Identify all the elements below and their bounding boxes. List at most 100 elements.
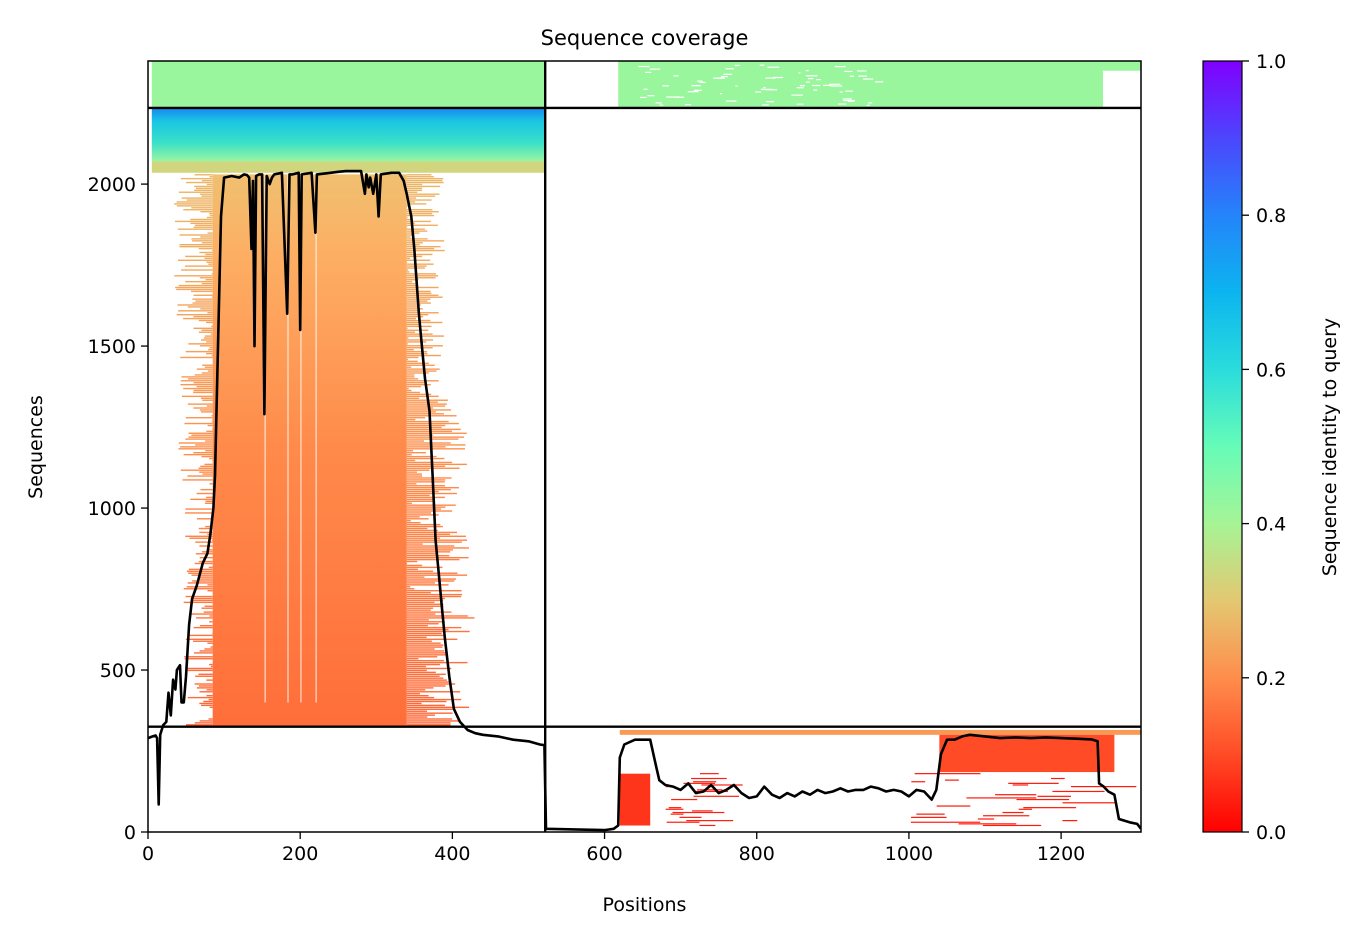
sequence-stripe xyxy=(406,628,449,631)
sequence-stripe xyxy=(406,263,434,265)
sequence-stripe xyxy=(406,286,439,289)
identity-block xyxy=(151,161,546,173)
sequence-stripe xyxy=(204,366,213,368)
sequence-stripe xyxy=(185,595,213,598)
alignment-gap xyxy=(845,90,853,92)
sequence-stripe xyxy=(1062,802,1116,804)
sequence-stripe xyxy=(406,364,435,366)
sequence-stripe xyxy=(406,685,446,687)
sequence-stripe xyxy=(209,457,213,460)
sequence-stripe xyxy=(406,541,462,543)
sequence-stripe xyxy=(203,337,213,339)
sequence-stripe xyxy=(188,634,213,637)
sequence-stripe xyxy=(183,601,213,604)
sequence-stripe xyxy=(199,578,213,580)
sequence-stripe xyxy=(406,236,411,238)
sequence-stripe xyxy=(198,576,213,578)
sequence-stripe xyxy=(406,181,444,184)
identity-block xyxy=(619,773,651,826)
sequence-stripe xyxy=(406,195,436,197)
sequence-stripe xyxy=(406,249,445,252)
sequence-stripe xyxy=(406,294,439,296)
sequence-stripe xyxy=(406,312,439,314)
sequence-stripe xyxy=(406,459,416,462)
sequence-stripe xyxy=(204,502,213,504)
alignment-gap xyxy=(823,84,831,86)
sequence-stripe xyxy=(209,212,213,215)
sequence-stripe xyxy=(406,494,430,497)
sequence-stripe xyxy=(406,706,470,709)
identity-block xyxy=(939,734,1115,773)
alignment-gap xyxy=(763,87,766,89)
alignment-gap xyxy=(264,174,266,703)
sequence-stripe xyxy=(406,576,425,578)
sequence-stripe xyxy=(406,434,434,436)
alignment-gap xyxy=(806,81,810,83)
sequence-stripe xyxy=(191,238,213,240)
sequence-stripe xyxy=(406,689,426,691)
sequence-stripe xyxy=(406,506,446,508)
sequence-stripe xyxy=(190,290,213,293)
sequence-stripe xyxy=(209,663,213,666)
sequence-stripe xyxy=(180,380,213,382)
sequence-stripe xyxy=(406,634,446,637)
sequence-stripe xyxy=(406,658,419,660)
sequence-stripe xyxy=(406,191,418,193)
sequence-stripe xyxy=(406,558,460,561)
sequence-stripe xyxy=(406,323,419,326)
sequence-stripe xyxy=(198,467,213,469)
plot-frame xyxy=(147,60,1142,833)
sequence-stripe xyxy=(406,317,416,320)
alignment-gap xyxy=(807,75,818,77)
alignment-gap xyxy=(847,100,855,102)
sequence-stripe xyxy=(192,298,213,300)
sequence-stripe xyxy=(958,823,1017,825)
sequence-stripe xyxy=(697,789,723,791)
x-tick-label: 600 xyxy=(586,843,622,865)
sequence-stripe xyxy=(185,638,213,641)
sequence-stripe xyxy=(406,189,423,192)
sequence-stripe xyxy=(406,403,447,405)
sequence-stripe xyxy=(406,420,449,423)
sequence-stripe xyxy=(406,545,455,547)
sequence-stripe xyxy=(406,714,435,716)
sequence-stripe xyxy=(406,380,439,382)
sequence-stripe xyxy=(193,294,213,296)
sequence-stripe xyxy=(406,555,450,557)
sequence-stripe xyxy=(406,387,409,390)
sequence-stripe xyxy=(406,574,468,576)
alignment-gap xyxy=(723,73,732,75)
sequence-stripe xyxy=(195,300,213,302)
sequence-stripe xyxy=(406,661,468,664)
alignment-gap xyxy=(649,68,661,70)
sequence-stripe xyxy=(406,259,431,261)
sequence-stripe xyxy=(194,185,213,188)
sequence-stripe xyxy=(191,434,213,436)
sequence-stripe xyxy=(406,636,427,639)
alignment-gap xyxy=(685,104,691,106)
sequence-stripe xyxy=(406,450,414,452)
sequence-stripe xyxy=(207,590,213,592)
sequence-stripe xyxy=(185,417,213,419)
sequence-stripe xyxy=(679,816,702,818)
alignment-gap xyxy=(735,85,738,87)
sequence-stripe xyxy=(199,702,213,705)
sequence-stripe xyxy=(406,315,424,318)
sequence-stripe xyxy=(181,269,213,271)
sequence-stripe xyxy=(406,378,419,380)
sequence-stripe xyxy=(198,319,213,322)
sequence-stripe xyxy=(207,424,213,427)
sequence-stripe xyxy=(406,352,428,355)
sequence-stripe xyxy=(208,566,213,569)
sequence-stripe xyxy=(406,613,436,615)
sequence-stripe xyxy=(406,183,423,186)
sequence-stripe xyxy=(201,607,213,609)
sequence-stripe xyxy=(406,716,428,718)
sequence-stripe xyxy=(406,329,429,331)
sequence-stripe xyxy=(206,694,213,697)
sequence-stripe xyxy=(406,238,428,240)
sequence-stripe xyxy=(406,407,434,409)
alignment-gap xyxy=(867,102,873,104)
sequence-stripe xyxy=(179,234,213,236)
sequence-stripe xyxy=(406,385,422,388)
